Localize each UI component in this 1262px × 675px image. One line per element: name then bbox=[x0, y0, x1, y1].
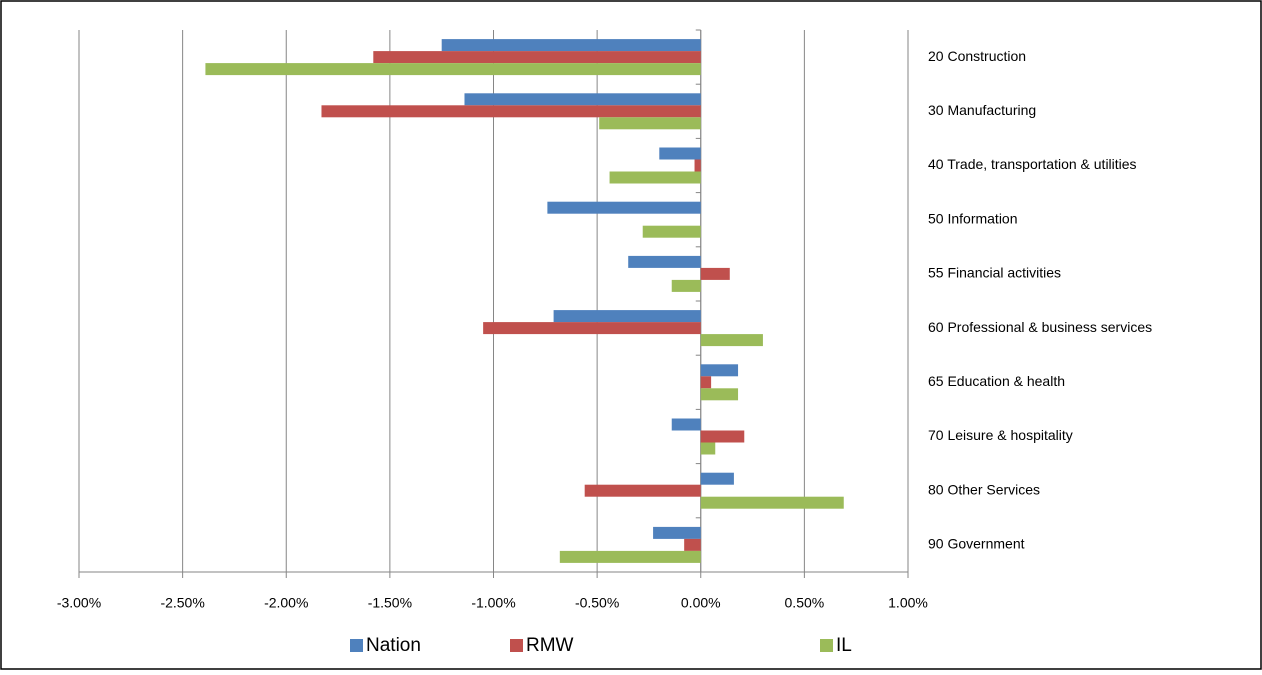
bar bbox=[700, 442, 716, 455]
bar bbox=[671, 418, 701, 431]
x-tick-label: -2.00% bbox=[264, 595, 308, 611]
bar bbox=[700, 496, 844, 509]
bar bbox=[464, 93, 701, 106]
x-tick-label: -2.50% bbox=[160, 595, 204, 611]
bar bbox=[659, 147, 701, 160]
bar bbox=[700, 364, 739, 377]
bar bbox=[700, 376, 712, 389]
legend: Nation RMW IL bbox=[350, 635, 852, 656]
bar bbox=[547, 201, 701, 214]
category-label: 50 Information bbox=[928, 210, 1018, 226]
bar bbox=[321, 105, 701, 118]
legend-swatch bbox=[820, 639, 833, 652]
category-label: 60 Professional & business services bbox=[928, 319, 1152, 335]
category-label: 40 Trade, transportation & utilities bbox=[928, 156, 1137, 172]
bar bbox=[584, 484, 701, 497]
category-label: 30 Manufacturing bbox=[928, 102, 1036, 118]
x-tick-label: -3.00% bbox=[57, 595, 101, 611]
bar bbox=[653, 526, 701, 539]
x-tick-label: -1.50% bbox=[368, 595, 412, 611]
category-label: 65 Education & health bbox=[928, 373, 1065, 389]
category-label: 20 Construction bbox=[928, 48, 1026, 64]
bar bbox=[441, 39, 701, 52]
bar bbox=[599, 117, 701, 130]
x-tick-label: 0.50% bbox=[785, 595, 825, 611]
x-tick-label: -0.50% bbox=[575, 595, 619, 611]
bar bbox=[700, 430, 745, 443]
bar bbox=[483, 322, 701, 335]
bar bbox=[628, 255, 701, 268]
bar bbox=[671, 279, 701, 292]
x-tick-label: -1.00% bbox=[471, 595, 515, 611]
legend-label: IL bbox=[836, 635, 852, 656]
bar bbox=[559, 550, 701, 563]
bar bbox=[700, 267, 730, 280]
bar bbox=[205, 63, 701, 76]
x-tick-label: 1.00% bbox=[888, 595, 928, 611]
x-tick-label: 0.00% bbox=[681, 595, 721, 611]
category-label: 80 Other Services bbox=[928, 481, 1040, 497]
bar bbox=[373, 51, 701, 64]
bar bbox=[553, 310, 701, 323]
bar bbox=[684, 538, 701, 551]
bar bbox=[700, 472, 734, 485]
category-label: 90 Government bbox=[928, 536, 1025, 552]
bar bbox=[609, 171, 701, 184]
bar bbox=[642, 225, 701, 238]
bar bbox=[700, 334, 763, 347]
category-label: 70 Leisure & hospitality bbox=[928, 427, 1073, 443]
legend-label: RMW bbox=[526, 635, 574, 656]
bar bbox=[694, 159, 701, 172]
legend-label: Nation bbox=[366, 635, 421, 656]
category-label: 55 Financial activities bbox=[928, 265, 1061, 281]
legend-swatch bbox=[510, 639, 523, 652]
bar bbox=[700, 388, 739, 401]
legend-swatch bbox=[350, 639, 363, 652]
